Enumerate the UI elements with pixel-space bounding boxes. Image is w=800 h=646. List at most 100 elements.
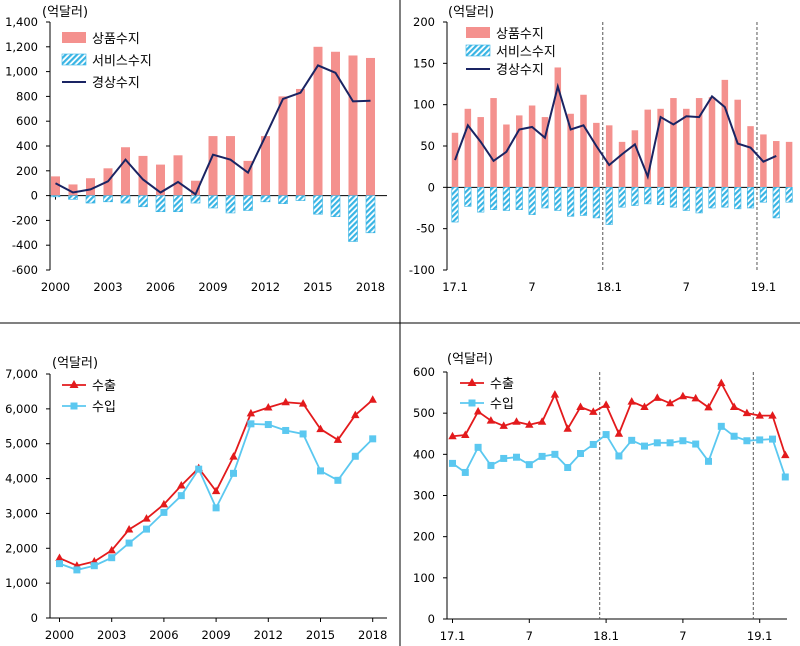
- y-tick-label: 300: [413, 489, 435, 503]
- import-point: [73, 566, 81, 574]
- legend-marker-import: [468, 399, 476, 407]
- goods-balance-bar: [156, 164, 165, 196]
- export-point: [142, 514, 151, 522]
- x-tick-label: 2015: [306, 628, 335, 642]
- services-balance-bar: [190, 195, 201, 204]
- import-point: [692, 440, 700, 448]
- y-tick-label: 100: [413, 98, 435, 112]
- y-tick-label: -400: [12, 238, 38, 252]
- export-point: [781, 450, 790, 459]
- services-balance-bar: [554, 187, 562, 211]
- export-point: [316, 424, 325, 433]
- services-balance-bar: [155, 195, 166, 213]
- y-tick-label: 1,000: [5, 65, 38, 79]
- goods-balance-bar: [683, 108, 690, 188]
- x-tick-label: 2000: [41, 280, 70, 294]
- services-balance-bar: [464, 187, 472, 207]
- goods-balance-bar: [138, 155, 148, 196]
- export-point: [229, 452, 238, 460]
- export-point: [298, 399, 308, 407]
- monthly-trade-chart: (억달러) 0 100 200 300 400 500 600 17.1 7 18.1 7 19.1 수출…: [413, 352, 790, 643]
- services-balance-bar: [759, 187, 767, 203]
- services-balance-bar: [785, 187, 793, 203]
- legend-label: 상품수지: [92, 32, 140, 47]
- services-balance-bar: [365, 195, 376, 234]
- services-balance-bar: [68, 195, 78, 200]
- export-point: [717, 378, 726, 387]
- services-balance-bar: [225, 195, 236, 214]
- legend-label: 수출: [490, 377, 514, 392]
- legend-label: 경상수지: [92, 76, 140, 91]
- services-balance-bar: [708, 187, 716, 209]
- services-balance-bar: [85, 195, 96, 204]
- y-tick-label: 1,400: [5, 15, 38, 29]
- import-point: [461, 468, 469, 476]
- export-point: [768, 411, 777, 419]
- import-point: [230, 469, 237, 477]
- export-point: [614, 429, 624, 437]
- y-tick-label: 800: [16, 89, 38, 103]
- y-tick-label: -100: [409, 263, 435, 277]
- y-tick-label: 0: [31, 611, 38, 625]
- services-balance-bar: [50, 195, 61, 198]
- y-tick-label: 600: [413, 365, 435, 379]
- legend-marker-export: [467, 378, 477, 386]
- y-tick-label: 5,000: [5, 437, 38, 451]
- services-balance-bar: [528, 187, 536, 215]
- export-point: [473, 407, 483, 415]
- import-point: [769, 435, 776, 443]
- goods-balance-bar: [348, 55, 358, 196]
- import-point: [525, 461, 533, 469]
- goods-balance-bar: [243, 160, 253, 196]
- services-balance-bar: [592, 187, 600, 219]
- goods-balance-bar: [503, 124, 510, 188]
- y-tick-label: 150: [413, 56, 435, 70]
- y-tick-label: 2,000: [5, 541, 38, 555]
- export-point: [177, 481, 186, 489]
- legend-swatch-services: [61, 53, 87, 66]
- import-point: [247, 420, 255, 428]
- services-balance-bar: [173, 195, 183, 213]
- export-point: [755, 411, 764, 419]
- services-balance-bar: [721, 187, 729, 208]
- goods-balance-bar: [331, 51, 340, 196]
- x-tick-label: 2006: [146, 280, 175, 294]
- services-balance-bar: [515, 187, 523, 210]
- services-balance-bar: [618, 187, 626, 208]
- legend-label: 상품수지: [496, 27, 544, 42]
- export-point: [742, 408, 752, 417]
- import-point: [56, 560, 63, 568]
- services-balance-bar: [541, 187, 549, 209]
- import-point: [500, 454, 508, 462]
- import-point: [212, 504, 220, 512]
- y-tick-label: 7,000: [5, 367, 38, 381]
- y-tick-label: 0: [31, 189, 38, 203]
- x-tick-label: 2012: [251, 280, 280, 294]
- import-point: [264, 421, 272, 429]
- goods-balance-bar: [68, 184, 78, 196]
- goods-balance-bar: [490, 98, 497, 188]
- export-point: [653, 393, 662, 401]
- import-point: [108, 554, 116, 562]
- x-tick-label: 19.1: [747, 629, 773, 643]
- unit-label: (억달러): [42, 5, 88, 20]
- import-point: [143, 525, 150, 533]
- import-point: [602, 431, 610, 439]
- goods-balance-bar: [464, 108, 472, 188]
- import-point: [781, 473, 789, 481]
- services-balance-bar: [330, 195, 341, 217]
- import-point: [679, 437, 687, 445]
- x-tick-label: 2009: [201, 628, 230, 642]
- services-balance-bar: [669, 187, 678, 208]
- legend-label: 수입: [92, 400, 116, 415]
- legend-marker-export: [69, 380, 79, 388]
- y-tick-label: 200: [413, 15, 435, 29]
- services-balance-bar: [657, 187, 665, 205]
- services-balance-bar: [243, 195, 253, 211]
- y-tick-label: -600: [12, 263, 38, 277]
- y-tick-label: 600: [16, 114, 38, 128]
- import-point: [538, 452, 546, 460]
- import-point: [577, 450, 584, 458]
- export-point: [601, 400, 611, 408]
- export-point: [448, 431, 457, 440]
